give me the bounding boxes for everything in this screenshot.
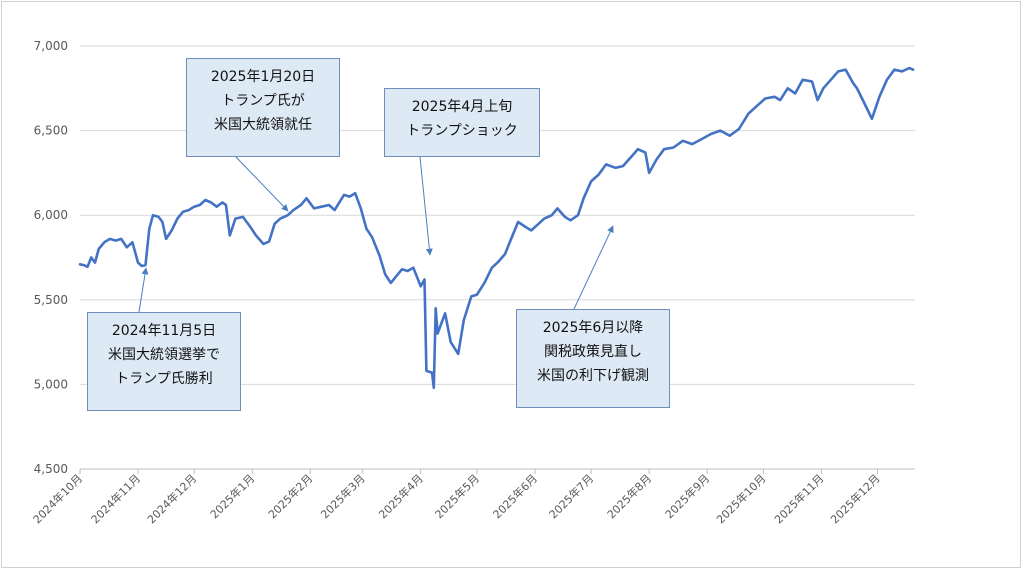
annotation-election-line3: トランプ氏勝利 bbox=[115, 371, 213, 387]
x-axis-ticks: 2024年10月 2024年11月 2024年12月 2025年1月 2025年2月 20… bbox=[30, 469, 883, 526]
x-tick-label: 2024年10月 bbox=[30, 471, 85, 526]
annotation-tariff-review: 2025年6月以降 関税政策見直し 米国の利下げ観測 bbox=[516, 309, 670, 408]
y-tick-label: 5,000 bbox=[34, 377, 68, 391]
annotation-tariff-review-line1: 2025年6月以降 bbox=[542, 320, 644, 336]
y-tick-label: 4,500 bbox=[34, 462, 68, 476]
annotation-arrows bbox=[138, 156, 614, 313]
y-tick-label: 5,500 bbox=[34, 293, 68, 307]
x-tick-label: 2025年3月 bbox=[318, 471, 368, 521]
x-tick-label: 2024年11月 bbox=[88, 471, 143, 526]
x-tick-label: 2025年2月 bbox=[265, 471, 315, 521]
annotation-inauguration-line2: トランプ氏が bbox=[221, 93, 305, 109]
annotation-tariff-review-line2: 関税政策見直し bbox=[544, 344, 642, 360]
y-tick-label: 6,000 bbox=[34, 208, 68, 222]
annotation-trump-shock: 2025年4月上旬 トランプショック bbox=[384, 88, 540, 157]
x-tick-label: 2025年10月 bbox=[713, 471, 768, 526]
x-tick-label: 2025年4月 bbox=[376, 471, 426, 521]
annotation-inauguration-line1: 2025年1月20日 bbox=[210, 69, 316, 85]
x-tick-label: 2025年12月 bbox=[828, 471, 883, 526]
annotation-inauguration: 2025年1月20日 トランプ氏が 米国大統領就任 bbox=[186, 58, 340, 157]
annotation-election-line2: 米国大統領選挙で bbox=[108, 347, 220, 363]
arrow-inauguration bbox=[235, 156, 289, 212]
x-tick-label: 2025年7月 bbox=[546, 471, 596, 521]
y-tick-label: 7,000 bbox=[34, 39, 68, 53]
x-tick-label: 2025年1月 bbox=[207, 471, 257, 521]
arrow-trump-shock bbox=[419, 156, 433, 256]
x-tick-label: 2025年9月 bbox=[662, 471, 712, 521]
x-tick-label: 2025年6月 bbox=[490, 471, 540, 521]
annotation-election: 2024年11月5日 米国大統領選挙で トランプ氏勝利 bbox=[87, 312, 241, 411]
annotation-trump-shock-line2: トランプショック bbox=[406, 123, 518, 139]
series-line bbox=[78, 66, 915, 390]
annotation-election-line1: 2024年11月5日 bbox=[111, 323, 217, 339]
arrow-election bbox=[138, 267, 149, 313]
annotation-trump-shock-line1: 2025年4月上旬 bbox=[411, 99, 513, 115]
x-tick-label: 2025年8月 bbox=[604, 471, 654, 521]
annotation-tariff-review-line3: 米国の利下げ観測 bbox=[537, 368, 649, 384]
y-axis-ticks: 4,500 5,000 5,500 6,000 6,500 7,000 bbox=[34, 39, 68, 476]
x-tick-label: 2025年11月 bbox=[771, 471, 826, 526]
x-tick-label: 2025年5月 bbox=[432, 471, 482, 521]
arrow-tariff-review bbox=[573, 225, 614, 310]
y-tick-label: 6,500 bbox=[34, 124, 68, 138]
x-tick-label: 2024年12月 bbox=[144, 471, 199, 526]
annotation-inauguration-line3: 米国大統領就任 bbox=[214, 117, 312, 133]
